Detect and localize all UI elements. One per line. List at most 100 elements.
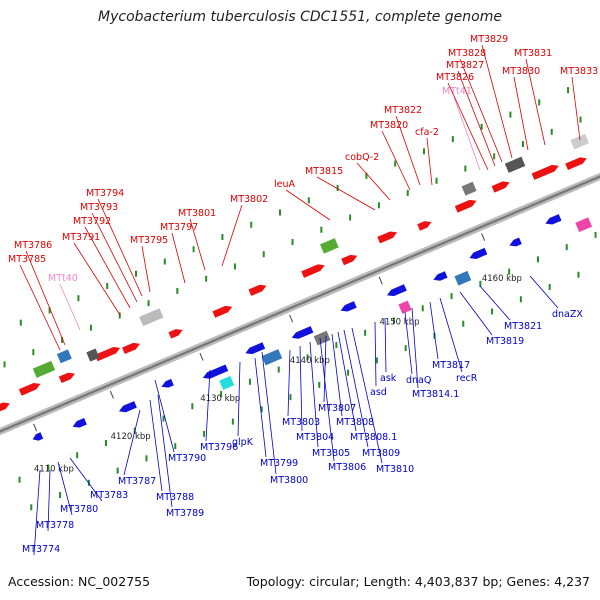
feature-box-6: [261, 349, 283, 366]
forward-gene-4-shape: [94, 346, 121, 362]
guide-dots-lower-outer: [347, 369, 350, 376]
feature-box-13-shape: [575, 217, 593, 233]
leader-line: [411, 307, 419, 389]
gene-label-asd: asd: [370, 387, 387, 398]
guide-dots-upper-outer: [567, 87, 570, 94]
feature-box-14-shape: [570, 133, 590, 150]
leader-line: [429, 301, 439, 360]
gene-label-mt3828: MT3828: [448, 48, 486, 59]
leader-line: [149, 399, 163, 492]
scale-tick: [199, 352, 204, 361]
gene-label-mtt40: MTt40: [48, 273, 78, 284]
leader-line: [356, 162, 391, 201]
guide-dots-lower-outer: [491, 308, 494, 315]
gene-label-mt3793: MT3793: [80, 202, 118, 213]
guide-dots-lower: [220, 391, 223, 398]
reverse-gene-9: [386, 284, 407, 297]
feature-box-12-shape: [504, 156, 526, 173]
guide-dots-lower-outer: [404, 345, 407, 352]
leader-line: [459, 291, 493, 336]
map-title: Mycobacterium tuberculosis CDC1551, comp…: [98, 9, 502, 25]
scale-tick: [378, 276, 383, 285]
feature-box-3: [86, 348, 100, 362]
guide-dots-lower-outer: [548, 283, 551, 290]
guide-dots-upper-outer: [336, 185, 339, 192]
guide-dots-lower: [47, 464, 50, 471]
feature-box-7: [313, 330, 331, 346]
forward-gene-12-shape: [417, 221, 432, 231]
forward-gene-15: [531, 164, 559, 180]
leader-line: [404, 311, 413, 375]
forward-gene-3: [58, 372, 75, 384]
feature-box-9-shape: [398, 300, 412, 314]
leader-line: [69, 457, 103, 502]
reverse-gene-12: [509, 237, 522, 247]
forward-gene-7-shape: [212, 305, 233, 318]
gene-label-mt3780: MT3780: [60, 504, 98, 515]
scale-tick: [289, 314, 294, 323]
reverse-gene-7-shape: [291, 326, 314, 339]
guide-dots-lower: [277, 366, 280, 373]
gene-label-mt3778: MT3778: [36, 520, 74, 531]
guide-dots-upper: [493, 153, 496, 160]
guide-dots-upper-outer: [394, 160, 397, 167]
reverse-gene-5: [202, 364, 229, 379]
gene-label-mt3820: MT3820: [370, 120, 408, 131]
guide-dots-lower-outer: [519, 296, 522, 303]
guide-dots-lower: [306, 354, 309, 361]
gene-label-mt3830: MT3830: [502, 66, 540, 77]
leader-line: [457, 70, 496, 167]
gene-label-mt3801: MT3801: [178, 208, 216, 219]
reverse-gene-13: [545, 214, 562, 225]
gene-label-mt3788: MT3788: [156, 492, 194, 503]
guide-dots-lower: [76, 452, 79, 459]
forward-gene-12: [417, 221, 432, 231]
leader-line: [25, 250, 66, 346]
reverse-gene-12-shape: [509, 237, 522, 247]
leader-line: [316, 176, 376, 211]
gene-label-mt3807: MT3807: [318, 403, 356, 414]
guide-dots-lower-outer: [30, 504, 33, 511]
gene-label-mt3808-1: MT3808.1: [350, 432, 397, 443]
feature-box-11-shape: [461, 181, 477, 196]
gene-label-mt3806: MT3806: [328, 462, 366, 473]
guide-dots-lower-outer: [260, 406, 263, 413]
scale-tick: [481, 233, 486, 241]
guide-dots-lower: [565, 244, 568, 251]
gene-label-mt3786: MT3786: [14, 240, 52, 251]
gene-label-mt3800: MT3800: [270, 475, 308, 486]
guide-dots-upper-outer: [480, 123, 483, 130]
forward-gene-3-shape: [58, 372, 75, 384]
feature-box-1-shape: [32, 360, 56, 378]
guide-dots-upper: [435, 177, 438, 184]
feature-box-11: [461, 181, 477, 196]
forward-gene-5: [122, 342, 140, 355]
scale-tick: [109, 390, 114, 399]
leader-line: [426, 137, 433, 186]
leader-line: [261, 351, 277, 475]
guide-dots-upper: [61, 336, 64, 343]
gene-label-cobq-2: cobQ-2: [345, 152, 379, 163]
leader-line: [285, 189, 331, 221]
leader-line: [381, 130, 411, 191]
guide-dots-upper-outer: [19, 319, 22, 326]
guide-dots-upper: [406, 190, 409, 197]
leader-line: [459, 58, 503, 163]
guide-dots-upper: [291, 238, 294, 245]
leader-line: [525, 58, 546, 146]
leader-line: [309, 341, 319, 448]
guide-dots-lower: [594, 231, 597, 238]
leader-line: [157, 394, 173, 508]
feature-box-10: [454, 270, 472, 286]
genome-summary-text: Topology: circular; Length: 4,403,837 bp…: [246, 574, 590, 589]
guide-dots-upper-outer: [365, 172, 368, 179]
guide-dots-lower-outer: [577, 271, 580, 278]
leader-line: [299, 345, 303, 432]
leader-line: [453, 96, 481, 171]
gene-label-mt3796: MT3796: [200, 442, 238, 453]
scale-label: 4150 kbp: [379, 318, 419, 328]
gene-label-mt3833: MT3833: [560, 66, 598, 77]
leader-line: [123, 409, 141, 476]
gene-label-mt3819: MT3819: [486, 336, 524, 347]
